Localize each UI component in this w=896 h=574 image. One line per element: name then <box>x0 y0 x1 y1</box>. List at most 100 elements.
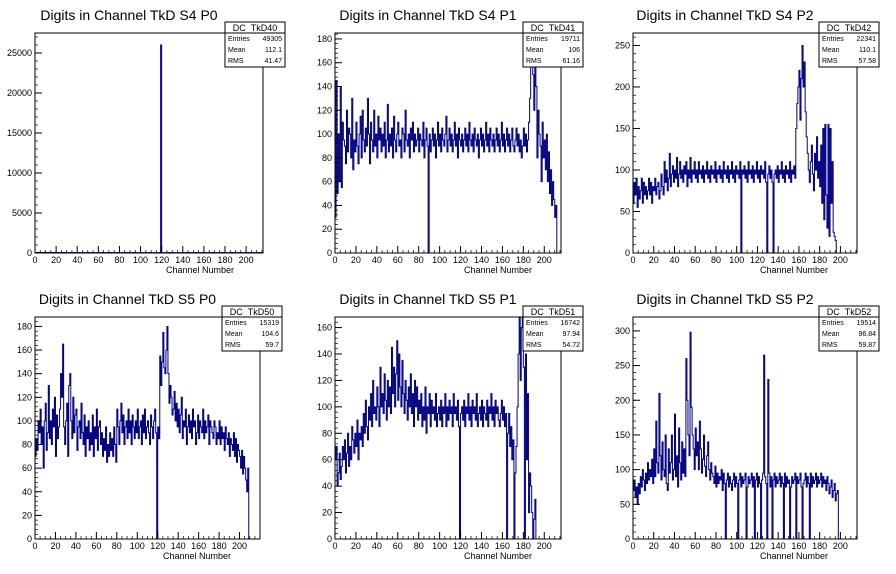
histogram-pad-0: Digits in Channel TkD S4 P0 0 20 40 60 80 100 1… <box>7 7 286 275</box>
y-tick-label: 250 <box>615 361 630 371</box>
histogram-series <box>334 32 558 254</box>
stats-row-value: 16742 <box>561 320 581 327</box>
y-tick-label: 80 <box>22 440 32 450</box>
stats-row-label: Mean <box>225 331 243 338</box>
x-tick-label: 80 <box>114 255 124 265</box>
x-tick-label: 60 <box>393 255 403 265</box>
x-tick-label: 100 <box>133 255 148 265</box>
y-tick-label: 160 <box>317 323 332 333</box>
histogram-title: Digits in Channel TkD S5 P0 <box>39 291 216 307</box>
y-tick-label: 100 <box>17 416 32 426</box>
y-tick-label: 0 <box>327 534 332 544</box>
x-tick-label: 160 <box>495 541 510 551</box>
y-tick-label: 180 <box>317 34 332 44</box>
histogram-title: Digits in Channel TkD S4 P0 <box>40 7 217 23</box>
histogram-pad-5: Digits in Channel TkD S5 P2 0 20 40 60 80 100 1… <box>615 291 880 561</box>
stats-row-value: 57.58 <box>858 58 876 65</box>
x-tick-label: 80 <box>414 255 424 265</box>
y-tick-label: 0 <box>625 534 630 544</box>
histogram-series <box>632 331 839 540</box>
y-tick-label: 50 <box>620 206 630 216</box>
x-tick-label: 20 <box>649 255 659 265</box>
x-tick-label: 160 <box>495 255 510 265</box>
stats-row-value: 97.94 <box>562 331 580 338</box>
y-tick-label: 60 <box>322 455 332 465</box>
y-tick-label: 100 <box>317 402 332 412</box>
x-axis-label: Channel Number <box>166 265 234 275</box>
stats-row-value: 106 <box>568 47 580 54</box>
x-tick-label: 180 <box>212 541 227 551</box>
stats-box-name: DC_TkD52 <box>827 307 872 317</box>
stats-box <box>818 21 880 68</box>
histogram-title: Digits in Channel TkD S5 P1 <box>339 291 516 307</box>
x-tick-label: 40 <box>72 255 82 265</box>
histogram-pad-1: Digits in Channel TkD S4 P1 0 20 40 60 80 100 1… <box>317 7 584 275</box>
x-tick-label: 100 <box>130 541 145 551</box>
x-tick-label: 80 <box>112 541 122 551</box>
y-tick-label: 200 <box>615 395 630 405</box>
stats-row-label: Entries <box>822 36 844 43</box>
x-tick-label: 160 <box>196 255 211 265</box>
stats-row-value: 19711 <box>561 36 580 43</box>
stats-box <box>818 305 880 352</box>
histogram-series <box>34 325 250 540</box>
stats-row-label: RMS <box>822 58 838 65</box>
histogram-pad-2: Digits in Channel TkD S4 P2 0 20 40 60 80 100 1… <box>615 7 880 275</box>
x-tick-label: 80 <box>414 541 424 551</box>
stats-box-name: DC_TkD40 <box>233 23 278 33</box>
y-tick-label: 5000 <box>12 208 32 218</box>
stats-box <box>221 305 283 352</box>
y-tick-label: 100 <box>317 129 332 139</box>
stats-row-label: Entries <box>526 36 548 43</box>
x-tick-label: 20 <box>649 541 659 551</box>
x-axis-label: Channel Number <box>163 551 231 561</box>
y-tick-label: 120 <box>17 392 32 402</box>
y-tick-label: 120 <box>317 105 332 115</box>
x-tick-label: 60 <box>393 541 403 551</box>
stats-row-label: Mean <box>822 331 840 338</box>
x-tick-label: 160 <box>791 255 806 265</box>
x-tick-label: 20 <box>351 541 361 551</box>
y-tick-label: 20 <box>322 224 332 234</box>
y-tick-label: 80 <box>322 428 332 438</box>
stats-row-label: Entries <box>225 320 247 327</box>
x-tick-label: 80 <box>711 541 721 551</box>
x-tick-label: 160 <box>191 541 206 551</box>
x-tick-label: 180 <box>812 541 827 551</box>
stats-box <box>522 305 584 352</box>
y-tick-label: 300 <box>615 326 630 336</box>
x-tick-label: 140 <box>771 255 786 265</box>
stats-row-value: 104.6 <box>261 331 279 338</box>
histogram-series <box>632 44 837 254</box>
plot-frame <box>34 32 264 254</box>
stats-box <box>522 21 584 68</box>
stats-box <box>224 21 286 68</box>
x-tick-label: 120 <box>750 255 765 265</box>
y-tick-label: 40 <box>22 487 32 497</box>
y-tick-label: 0 <box>27 248 32 258</box>
histogram-pad-4: Digits in Channel TkD S5 P1 0 20 40 60 80 100 1… <box>317 291 584 561</box>
x-tick-label: 180 <box>812 255 827 265</box>
x-tick-label: 140 <box>171 541 186 551</box>
y-tick-label: 100 <box>615 165 630 175</box>
x-tick-label: 140 <box>474 541 489 551</box>
x-tick-label: 100 <box>729 255 744 265</box>
x-tick-label: 120 <box>750 541 765 551</box>
stats-row-value: 19514 <box>857 320 877 327</box>
x-tick-label: 60 <box>91 541 101 551</box>
stats-row-value: 54.72 <box>562 342 580 349</box>
stats-row-value: 59.7 <box>265 342 279 349</box>
y-tick-label: 140 <box>17 369 32 379</box>
x-tick-label: 40 <box>669 541 679 551</box>
y-tick-label: 40 <box>322 200 332 210</box>
stats-box-name: DC_TkD50 <box>230 307 275 317</box>
x-tick-label: 180 <box>217 255 232 265</box>
y-tick-label: 200 <box>615 82 630 92</box>
x-tick-label: 80 <box>711 255 721 265</box>
stats-box-name: DC_TkD51 <box>531 307 576 317</box>
x-axis-label: Channel Number <box>760 265 828 275</box>
x-tick-label: 40 <box>71 541 81 551</box>
x-tick-label: 200 <box>239 255 254 265</box>
stats-row-value: 96.84 <box>858 331 876 338</box>
x-tick-label: 200 <box>833 541 848 551</box>
